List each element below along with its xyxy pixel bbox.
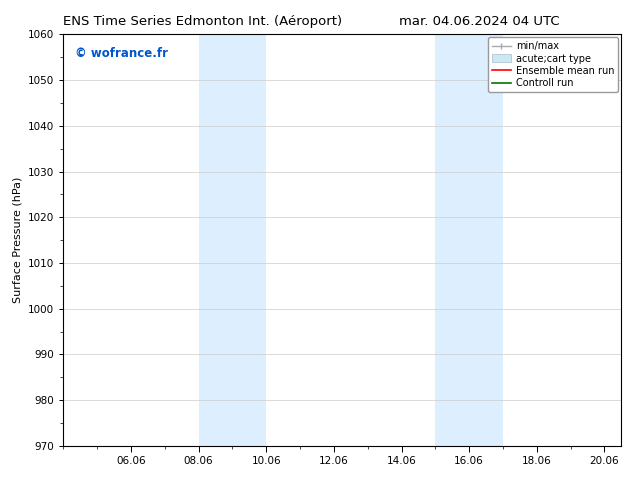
Y-axis label: Surface Pressure (hPa): Surface Pressure (hPa): [13, 177, 23, 303]
Text: © wofrance.fr: © wofrance.fr: [75, 47, 167, 60]
Text: ENS Time Series Edmonton Int. (Aéroport): ENS Time Series Edmonton Int. (Aéroport): [63, 15, 342, 28]
Legend: min/max, acute;cart type, Ensemble mean run, Controll run: min/max, acute;cart type, Ensemble mean …: [488, 37, 618, 92]
Bar: [436, 34, 503, 446]
Bar: [198, 34, 266, 446]
Text: mar. 04.06.2024 04 UTC: mar. 04.06.2024 04 UTC: [399, 15, 560, 28]
